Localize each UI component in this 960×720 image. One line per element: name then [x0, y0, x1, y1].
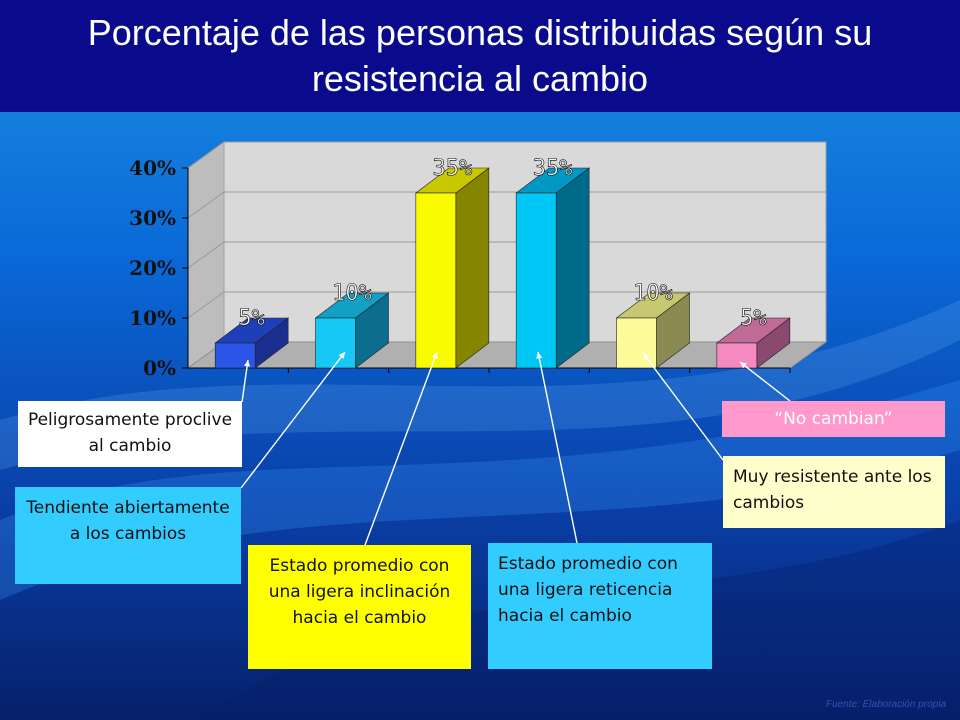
connector-arrowhead	[536, 352, 543, 359]
y-tick-label: 40%	[129, 156, 176, 180]
data-label: 35%	[533, 156, 573, 181]
y-tick-label: 0%	[143, 356, 176, 380]
gridline	[187, 241, 826, 269]
callout-inclinacion: Estado promedio con una ligera inclinaci…	[248, 545, 471, 669]
callout-muy-resistente: Muy resistente ante los cambios	[723, 456, 945, 528]
bar-side	[555, 167, 590, 369]
data-label: 35%	[432, 156, 472, 181]
gridline	[187, 291, 826, 319]
connector-line	[364, 351, 438, 546]
gridline	[187, 141, 826, 169]
connector-arrowhead	[338, 352, 345, 359]
connector-arrowhead	[740, 362, 747, 369]
connector-line	[240, 351, 346, 489]
y-tick-label: 10%	[129, 306, 176, 330]
data-label: 10%	[332, 281, 372, 306]
connector-line	[537, 351, 578, 544]
callout-reticencia: Estado promedio con una ligera reticenci…	[488, 543, 712, 669]
connector-arrowhead	[431, 352, 438, 359]
gridline	[187, 191, 826, 219]
data-label: 5%	[238, 306, 265, 331]
bar	[415, 192, 457, 369]
bar	[616, 317, 657, 369]
connector-line	[642, 352, 724, 461]
y-tick-label: 30%	[129, 206, 176, 230]
bar-side	[455, 167, 490, 369]
bar	[716, 342, 758, 369]
bar	[315, 317, 356, 369]
connector-line	[739, 361, 791, 402]
y-tick-label: 20%	[129, 256, 176, 280]
title-bar: Porcentaje de las personas distribuidas …	[0, 0, 960, 112]
connector-arrowhead	[643, 353, 650, 360]
slide-title: Porcentaje de las personas distribuidas …	[87, 12, 873, 99]
connector-arrowhead	[244, 360, 251, 367]
connector-line	[241, 359, 249, 403]
source-note: Fuente: Elaboración propia	[825, 699, 946, 710]
callout-peligrosamente: Peligrosamente proclive al cambio	[18, 401, 242, 467]
data-label: 5%	[740, 306, 767, 331]
callout-no-cambian: “No cambian”	[722, 401, 945, 437]
data-label: 10%	[633, 281, 673, 306]
callout-tendiente: Tendiente abiertamente a los cambios	[15, 487, 241, 584]
bar	[515, 192, 557, 369]
